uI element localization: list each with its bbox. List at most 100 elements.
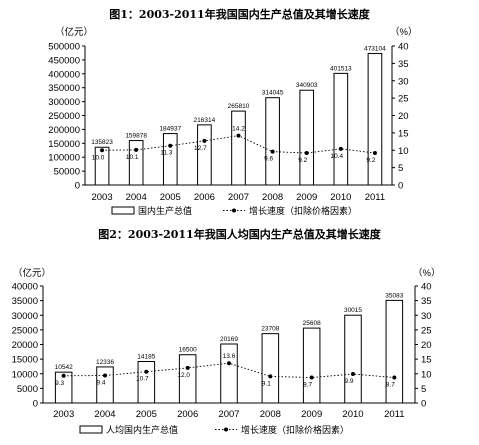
bar-value-label: 473104 xyxy=(364,45,386,52)
chart-gdp: 图1：2003-2011年我国国内生产总值及其增长速度 0 50000 100000… xyxy=(0,0,479,220)
growth-rate-label: 9.4 xyxy=(96,380,105,387)
bar-value-label: 25608 xyxy=(303,320,321,327)
bar-value-label: 20169 xyxy=(220,336,238,343)
right-unit-label: （%） xyxy=(390,26,417,38)
x-tick-label: 2010 xyxy=(342,409,363,420)
left-tick-label: 35000 xyxy=(12,296,38,307)
growth-rate-point xyxy=(268,374,273,379)
x-tick-label: 2005 xyxy=(136,409,157,420)
x-tick-label: 2004 xyxy=(126,192,147,203)
legend-bar-label: 人均国内生产总值 xyxy=(106,424,178,436)
x-tick-label: 2006 xyxy=(194,192,215,203)
bar-value-label: 159878 xyxy=(125,133,147,140)
x-tick-label: 2008 xyxy=(260,409,281,420)
left-tick-label: 5000 xyxy=(17,384,38,395)
bar-value-label: 184937 xyxy=(159,126,181,133)
growth-rate-point xyxy=(338,146,343,151)
left-tick-label: 30000 xyxy=(12,311,38,322)
right-tick-label: 40 xyxy=(421,282,432,293)
right-tick-label: 30 xyxy=(421,311,432,322)
bar-value-label: 16500 xyxy=(179,347,197,354)
bar-value-label: 10542 xyxy=(55,364,73,371)
left-tick-label: 20000 xyxy=(12,340,38,351)
x-tick-label: 2011 xyxy=(384,409,404,420)
left-tick-label: 15000 xyxy=(12,355,38,366)
growth-rate-label: 8.7 xyxy=(303,382,312,389)
left-tick-label: 150000 xyxy=(48,139,80,150)
growth-rate-label: 9.2 xyxy=(298,157,307,164)
right-tick-label: 25 xyxy=(421,325,432,336)
growth-rate-label: 10.7 xyxy=(136,376,149,383)
growth-rate-point xyxy=(202,138,207,143)
growth-rate-label: 14.2 xyxy=(232,126,245,133)
right-tick-label: 35 xyxy=(421,296,432,307)
right-tick-label: 30 xyxy=(398,76,409,87)
chart-gdp-per-capita: 图2：2003-2011年我国人均国内生产总值及其增长速度 0 5000 10000… xyxy=(0,220,479,445)
bar-value-label: 216314 xyxy=(194,117,216,124)
legend-line-marker xyxy=(224,427,228,432)
x-tick-label: 2007 xyxy=(228,192,249,203)
x-tick-label: 2008 xyxy=(262,192,283,203)
growth-rate-label: 9.1 xyxy=(262,380,271,387)
growth-rate-point xyxy=(61,373,66,378)
growth-rate-label: 10.1 xyxy=(126,154,139,161)
bar xyxy=(265,97,280,186)
right-tick-label: 10 xyxy=(421,369,432,380)
bar-value-label: 314045 xyxy=(262,90,284,97)
right-tick-label: 5 xyxy=(398,163,403,174)
right-tick-label: 40 xyxy=(398,42,409,53)
growth-rate-point xyxy=(372,151,377,156)
bar-value-label: 23708 xyxy=(261,326,279,333)
x-tick-label: 2004 xyxy=(94,409,115,420)
bar xyxy=(96,366,114,404)
left-tick-label: 25000 xyxy=(12,325,38,336)
x-tick-label: 2005 xyxy=(160,192,181,203)
right-tick-label: 10 xyxy=(398,146,409,157)
bar xyxy=(261,333,280,404)
chart-title: 图2：2003-2011年我国人均国内生产总值及其增长速度 xyxy=(98,228,381,241)
growth-rate-label: 9.6 xyxy=(264,156,273,163)
growth-rate-label: 8.7 xyxy=(386,382,395,389)
growth-rate-point xyxy=(309,375,314,380)
bar xyxy=(299,89,315,186)
left-tick-label: 200000 xyxy=(48,125,80,136)
growth-rate-point xyxy=(351,372,355,377)
growth-rate-point xyxy=(144,369,149,374)
left-tick-label: 250000 xyxy=(48,111,80,122)
right-tick-label: 25 xyxy=(398,94,409,105)
bar xyxy=(197,124,212,186)
growth-rate-label: 10.4 xyxy=(331,153,344,160)
growth-rate-label: 11.3 xyxy=(160,150,173,157)
growth-rate-point xyxy=(134,147,139,152)
right-tick-label: 15 xyxy=(398,128,409,139)
left-tick-label: 400000 xyxy=(48,69,80,80)
x-tick-label: 2009 xyxy=(301,409,322,420)
x-tick-label: 2011 xyxy=(365,192,385,203)
legend-bar-swatch xyxy=(111,206,135,215)
growth-rate-label: 10.0 xyxy=(92,154,105,161)
bar-value-label: 12336 xyxy=(96,359,114,366)
left-tick-label: 50000 xyxy=(54,167,80,178)
x-tick-label: 2010 xyxy=(330,192,351,203)
bar-value-label: 35083 xyxy=(385,292,403,299)
legend-line-label: 增长速度（扣除价格因素） xyxy=(249,205,357,217)
bar xyxy=(137,361,156,404)
growth-rate-label: 12.7 xyxy=(194,145,207,152)
bar xyxy=(128,140,144,186)
right-unit-label: （%） xyxy=(413,267,440,279)
bar xyxy=(178,354,197,404)
growth-rate-point xyxy=(185,365,190,370)
right-tick-label: 0 xyxy=(421,399,426,410)
left-tick-label: 10000 xyxy=(12,369,38,380)
x-tick-label: 2007 xyxy=(218,409,239,420)
left-tick-label: 0 xyxy=(75,181,80,192)
x-tick-label: 2006 xyxy=(177,409,198,420)
growth-rate-point xyxy=(168,143,173,148)
growth-rate-point xyxy=(103,373,107,378)
right-tick-label: 5 xyxy=(421,384,426,395)
growth-rate-point xyxy=(392,375,397,380)
bar xyxy=(344,314,362,404)
x-tick-label: 2003 xyxy=(53,409,74,420)
left-tick-label: 0 xyxy=(33,399,38,410)
bar xyxy=(94,146,110,186)
